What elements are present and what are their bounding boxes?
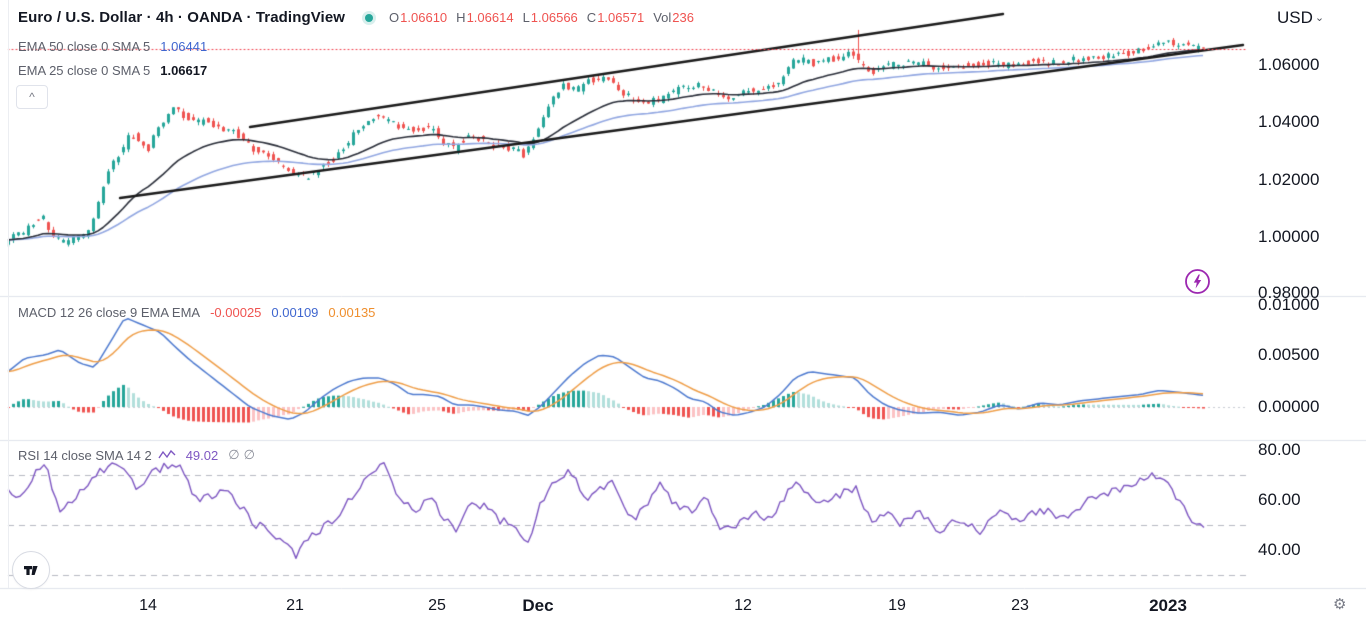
price-tick-label: 0.00000 [1258,397,1320,416]
time-tick-label: 25 [428,597,446,614]
ohlc-readout: O1.06610 H1.06614 L1.06566 C1.06571 Vol2… [389,10,694,25]
price-tick-label: 60.00 [1258,490,1301,509]
time-tick-label: Dec [522,596,554,615]
pane-left-border [8,0,9,588]
macd-legend-row[interactable]: MACD 12 26 close 9 EMA EMA -0.00025 0.00… [18,305,375,320]
ema50-value: 1.06441 [160,39,208,54]
low-value: 1.06566 [530,10,578,25]
rsi-value: 49.02 [185,447,219,463]
symbol-legend-row[interactable]: Euro / U.S. Dollar · 4h · OANDA · Tradin… [18,9,694,26]
lightning-bolt-icon [1185,269,1210,294]
time-tick-label: 21 [286,597,304,614]
price-tick-label: 1.04000 [1258,112,1320,131]
symbol-title[interactable]: Euro / U.S. Dollar · 4h · OANDA · Tradin… [18,9,346,26]
currency-label: USD [1277,8,1313,27]
time-tick-label: 19 [888,597,906,614]
macd-signal-value: 0.00135 [328,305,376,320]
close-value: 1.06571 [597,10,645,25]
rsi-ma-empty-value: ∅ [228,447,240,462]
tradingview-logo[interactable] [12,551,50,589]
macd-line-value: 0.00109 [271,305,319,320]
rsi-preview-squiggle-icon [158,449,176,459]
ema25-value: 1.06617 [160,63,208,78]
price-tick-label: 1.00000 [1258,227,1320,246]
ema50-legend-row[interactable]: EMA 50 close 0 SMA 5 1.06441 [18,39,207,54]
high-value: 1.06614 [466,10,514,25]
macd-hist-value: -0.00025 [210,305,262,320]
rsi-label: RSI 14 close SMA 14 2 [18,447,152,463]
instant-order-button[interactable] [1184,268,1211,295]
gear-icon[interactable]: ⚙ [1333,596,1347,613]
macd-label: MACD 12 26 close 9 EMA EMA [18,305,201,320]
price-tick-label: 40.00 [1258,540,1301,559]
legend-collapse-button[interactable]: ^ [16,85,48,109]
ema25-legend-row[interactable]: EMA 25 close 0 SMA 5 1.06617 [18,63,207,78]
open-value: 1.06610 [400,10,448,25]
ema50-label: EMA 50 close 0 SMA 5 [18,39,151,54]
currency-unit-selector[interactable]: USD ⌄ [1277,8,1324,28]
rsi-band-empty-value: ∅ [243,447,255,462]
time-tick-label: 23 [1011,597,1029,614]
tv-monogram-icon [24,566,38,575]
market-status-dot-icon [365,13,374,22]
volume-value: 236 [672,10,694,25]
chevron-up-icon: ^ [29,90,35,104]
rsi-legend-row[interactable]: RSI 14 close SMA 14 2 49.02 ∅ ∅ [18,447,255,463]
price-tick-label: 0.00500 [1258,345,1320,364]
time-tick-label: 12 [734,597,752,614]
price-tick-label: 1.06000 [1258,55,1320,74]
time-tick-label: 14 [139,597,157,614]
price-tick-label: 1.02000 [1258,170,1320,189]
price-tick-label: 0.98000 [1258,283,1320,302]
price-tick-label: 0.01000 [1258,295,1320,314]
time-tick-label: 2023 [1149,596,1187,615]
ema25-label: EMA 25 close 0 SMA 5 [18,63,151,78]
price-tick-label: 80.00 [1258,440,1301,459]
chevron-down-icon: ⌄ [1314,12,1325,24]
